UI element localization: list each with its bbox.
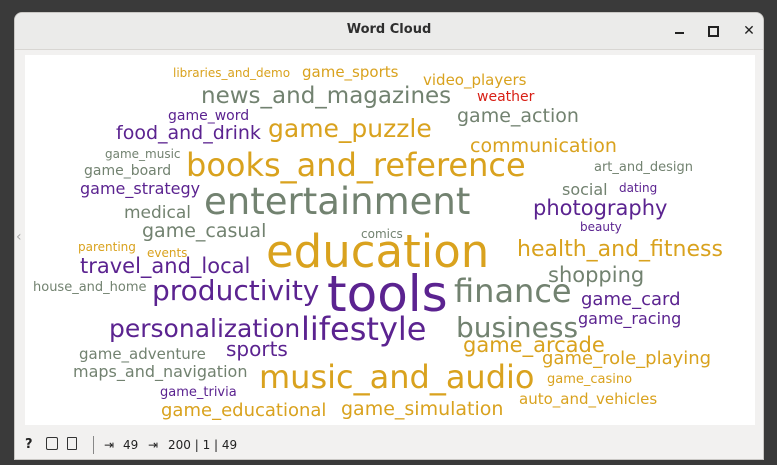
help-icon[interactable]: ?: [25, 437, 33, 452]
word-books-and-reference[interactable]: books_and_reference: [186, 146, 526, 184]
word-game-board[interactable]: game_board: [84, 163, 172, 179]
word-cloud-window: Word Cloud ✕ libraries_and_demo game_spo…: [14, 12, 764, 460]
word-game-sports[interactable]: game_sports: [302, 63, 399, 81]
word-music-and-audio[interactable]: music_and_audio: [259, 358, 535, 396]
word-weather[interactable]: weather: [477, 89, 535, 105]
word-food-and-drink[interactable]: food_and_drink: [116, 122, 261, 144]
word-game-card[interactable]: game_card: [581, 289, 681, 310]
word-entertainment[interactable]: entertainment: [204, 180, 471, 223]
word-news-and-magazines[interactable]: news_and_magazines: [201, 83, 452, 109]
word-health-and-fitness[interactable]: health_and_fitness: [517, 237, 723, 262]
word-cloud-canvas[interactable]: libraries_and_demo game_sports video_pla…: [25, 55, 755, 425]
word-events[interactable]: events: [147, 246, 188, 260]
word-game-adventure[interactable]: game_adventure: [79, 345, 206, 363]
word-beauty[interactable]: beauty: [580, 220, 622, 234]
maximize-button[interactable]: [703, 21, 723, 41]
window-title: Word Cloud: [346, 22, 432, 37]
status-bar: ? ⇥ 49 ⇥ 200 | 1 | 49: [15, 431, 763, 459]
maximize-icon: [707, 26, 719, 37]
word-tools[interactable]: tools: [327, 265, 448, 323]
word-game-trivia[interactable]: game_trivia: [160, 385, 237, 400]
word-lifestyle[interactable]: lifestyle: [301, 310, 427, 348]
word-photography[interactable]: photography: [533, 196, 668, 220]
close-icon: ✕: [743, 23, 755, 39]
word-shopping[interactable]: shopping: [548, 263, 645, 287]
word-medical[interactable]: medical: [124, 203, 192, 223]
word-house-and-home[interactable]: house_and_home: [33, 280, 147, 295]
word-game-racing[interactable]: game_racing: [578, 309, 682, 328]
word-travel-and-local[interactable]: travel_and_local: [80, 254, 251, 278]
output-icon: ⇥: [148, 438, 159, 452]
word-parenting[interactable]: parenting: [78, 240, 136, 254]
status-separator: [93, 436, 94, 454]
output-summary: 200 | 1 | 49: [168, 438, 238, 452]
word-libraries-and-demo[interactable]: libraries_and_demo: [173, 66, 291, 80]
save-icon[interactable]: [46, 437, 58, 453]
word-game-music[interactable]: game_music: [105, 147, 181, 161]
collapse-handle-icon[interactable]: ‹: [16, 229, 22, 245]
word-personalization[interactable]: personalization: [109, 314, 301, 343]
word-social[interactable]: social: [562, 180, 608, 199]
word-dating[interactable]: dating: [619, 181, 658, 195]
word-finance[interactable]: finance: [454, 272, 572, 310]
word-game-strategy[interactable]: game_strategy: [80, 179, 201, 198]
word-game-casual[interactable]: game_casual: [142, 220, 267, 242]
word-game-action[interactable]: game_action: [457, 105, 579, 127]
minimize-icon: [674, 32, 684, 34]
word-sports[interactable]: sports: [226, 337, 288, 361]
word-business[interactable]: business: [456, 311, 579, 344]
word-game-educational[interactable]: game_educational: [161, 400, 327, 421]
word-productivity[interactable]: productivity: [152, 274, 320, 307]
word-game-puzzle[interactable]: game_puzzle: [268, 114, 432, 143]
input-icon: ⇥: [104, 438, 115, 452]
word-art-and-design[interactable]: art_and_design: [594, 160, 693, 175]
word-game-word[interactable]: game_word: [168, 108, 250, 124]
word-video-players[interactable]: video_players: [423, 71, 527, 89]
input-count: 49: [123, 438, 139, 452]
word-game-casino[interactable]: game_casino: [547, 372, 633, 387]
word-maps-and-navigation[interactable]: maps_and_navigation: [73, 362, 248, 381]
word-education[interactable]: education: [266, 225, 490, 278]
word-auto-and-vehicles[interactable]: auto_and_vehicles: [519, 390, 658, 408]
minimize-button[interactable]: [669, 21, 689, 41]
word-game-role-playing[interactable]: game_role_playing: [542, 348, 712, 369]
report-icon[interactable]: [67, 437, 77, 453]
word-communication[interactable]: communication: [470, 135, 617, 157]
close-button[interactable]: ✕: [739, 21, 759, 41]
word-game-simulation[interactable]: game_simulation: [341, 398, 504, 420]
word-game-arcade[interactable]: game_arcade: [463, 333, 605, 357]
title-bar[interactable]: Word Cloud ✕: [15, 13, 763, 50]
word-comics[interactable]: comics: [361, 227, 403, 241]
